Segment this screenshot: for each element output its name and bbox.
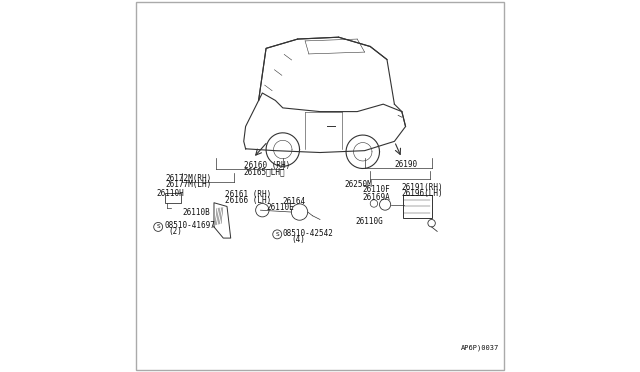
Text: 26110H: 26110H [156,189,184,198]
Text: 26164: 26164 [283,197,306,206]
Text: 26172M(RH): 26172M(RH) [166,174,212,183]
Text: 08510-41697: 08510-41697 [164,221,216,230]
Text: 26190: 26190 [394,160,417,169]
Text: 08510-42542: 08510-42542 [283,229,333,238]
Text: 26196(LH): 26196(LH) [402,189,444,198]
Text: 26250M: 26250M [344,180,372,189]
Text: 26110B: 26110B [182,208,210,217]
Text: S: S [275,232,279,237]
Text: 26169A: 26169A [363,193,390,202]
Text: AP6P)0037: AP6P)0037 [461,344,500,351]
Text: 26160 (RH): 26160 (RH) [244,161,290,170]
Text: 26161 (RH): 26161 (RH) [225,190,271,199]
Text: S: S [156,224,160,230]
Text: 26166 (LH): 26166 (LH) [225,196,271,205]
Text: 26110G: 26110G [355,217,383,226]
Text: (2): (2) [168,227,182,236]
Text: 26177M(LH): 26177M(LH) [166,180,212,189]
Text: 26191(RH): 26191(RH) [402,183,444,192]
Text: (4): (4) [291,235,305,244]
Text: 26165〈LH〉: 26165〈LH〉 [244,167,285,176]
Text: 26110E: 26110E [266,203,294,212]
Text: 26110F: 26110F [363,185,390,194]
